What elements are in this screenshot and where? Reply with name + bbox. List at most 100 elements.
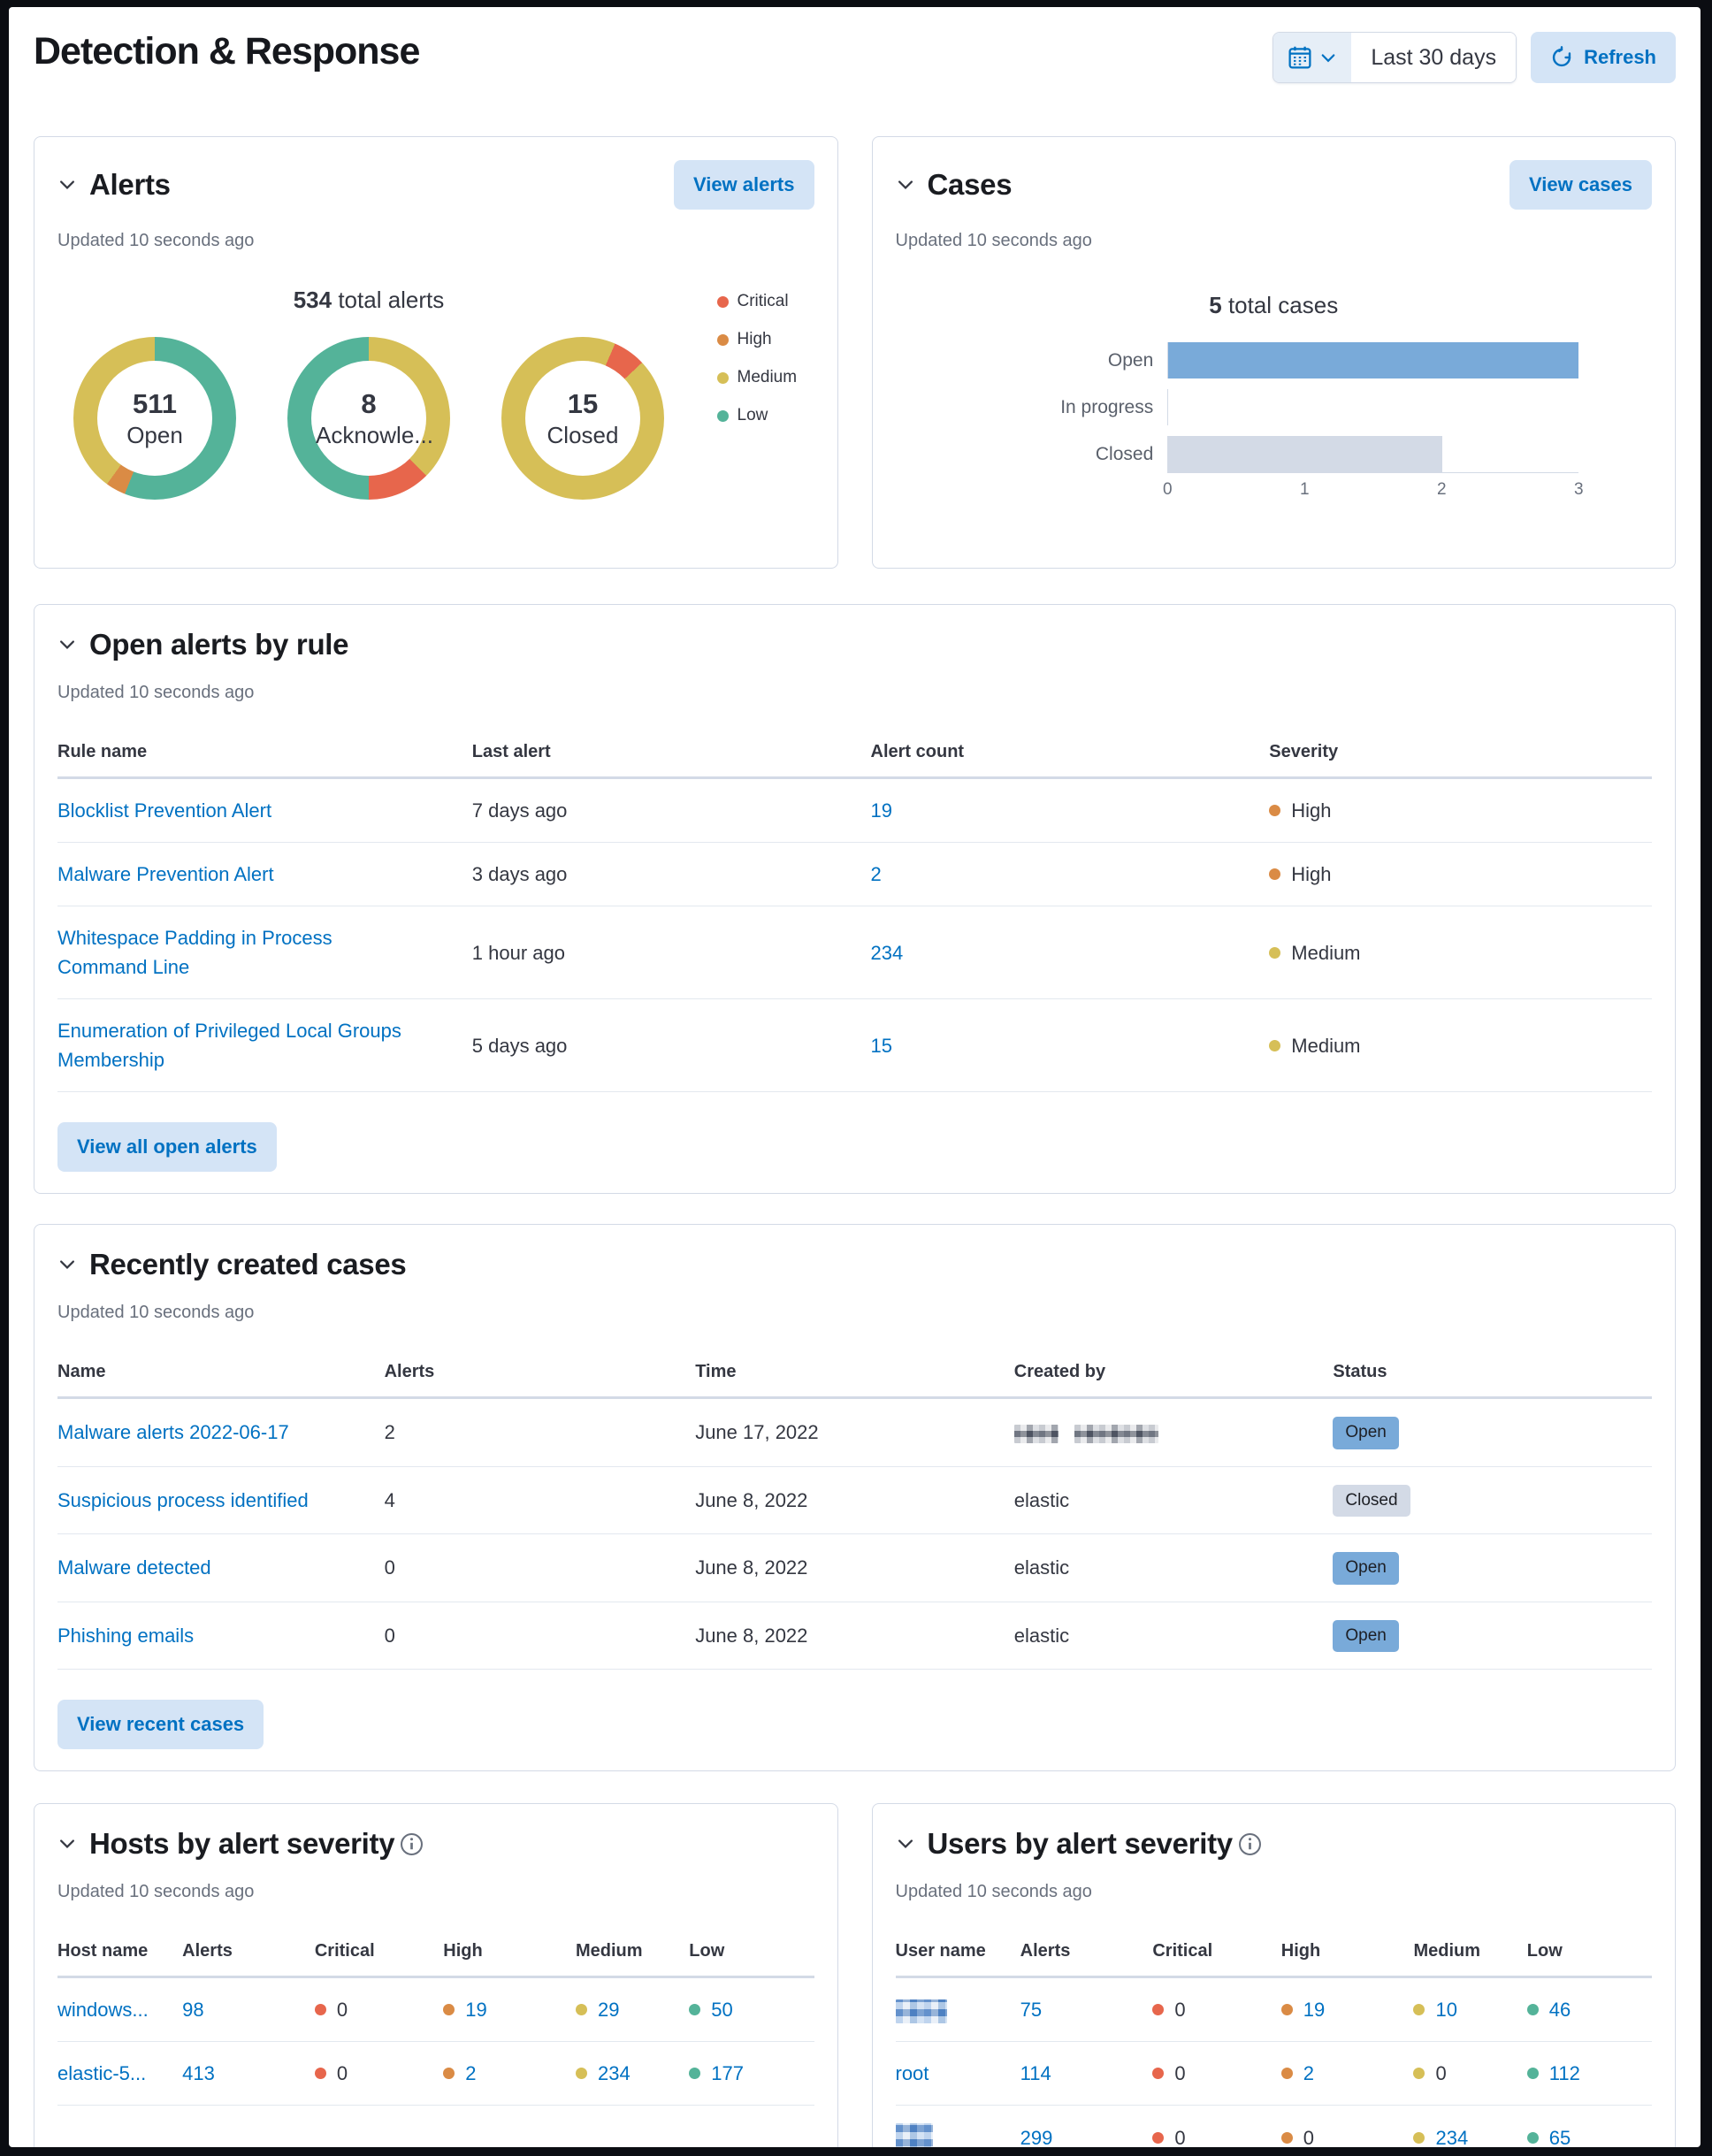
status-badge: Open xyxy=(1333,1417,1399,1449)
case-name-link[interactable]: Malware detected xyxy=(57,1556,211,1579)
header-controls: Last 30 days Refresh xyxy=(1273,32,1676,83)
high-count[interactable]: 0 xyxy=(1303,2127,1315,2147)
severity-dot-icon xyxy=(1269,1039,1281,1051)
refresh-icon xyxy=(1552,46,1571,67)
column-header-rule-name: Rule name xyxy=(57,742,148,761)
legend-item-low[interactable]: Low xyxy=(716,406,814,425)
severity-label: High xyxy=(1291,799,1332,822)
rule-name-link[interactable]: Enumeration of Privileged Local Groups M… xyxy=(57,1020,401,1071)
hosts-panel: Hosts by alert severity Updated 10 secon… xyxy=(34,1803,838,2147)
users-collapse-toggle[interactable]: Users by alert severity xyxy=(896,1827,1233,1861)
alert-count-link[interactable]: 19 xyxy=(870,799,892,822)
host-alerts-link[interactable]: 98 xyxy=(182,1999,204,2021)
table-row: elastic-5... 413 0 2 234 177 xyxy=(57,2042,814,2106)
case-created-by-cell: elastic xyxy=(1013,1488,1070,1511)
bar-closed[interactable] xyxy=(1168,436,1442,472)
info-icon[interactable] xyxy=(1238,1832,1262,1856)
view-all-open-alerts-button[interactable]: View all open alerts xyxy=(57,1122,277,1172)
users-title: Users by alert severity xyxy=(927,1827,1234,1860)
column-header-low: Low xyxy=(1526,1941,1563,1961)
cases-collapse-toggle[interactable]: Cases xyxy=(896,168,1013,202)
alerts-collapse-toggle[interactable]: Alerts xyxy=(57,168,171,202)
donut-closed[interactable]: 15 Closed xyxy=(501,337,664,500)
alert-count-link[interactable]: 15 xyxy=(870,1034,892,1057)
alerts-total: 534 total alerts xyxy=(73,287,664,314)
recent-cases-title: Recently created cases xyxy=(89,1248,407,1281)
user-alerts-link[interactable]: 75 xyxy=(1020,1999,1043,2021)
status-badge: Open xyxy=(1333,1619,1399,1652)
column-header-created-by: Created by xyxy=(1013,1362,1106,1381)
view-cases-button[interactable]: View cases xyxy=(1509,160,1652,210)
donut-closed-label: Closed xyxy=(546,421,619,448)
open-alerts-title: Open alerts by rule xyxy=(89,628,349,661)
redacted-user-name[interactable] xyxy=(895,1999,947,2023)
high-count[interactable]: 2 xyxy=(465,2062,477,2084)
high-dot-icon xyxy=(1280,2004,1293,2015)
user-alerts-link[interactable]: 299 xyxy=(1020,2127,1053,2147)
cases-total-value: 5 xyxy=(1209,292,1222,318)
high-count[interactable]: 19 xyxy=(465,1999,487,2021)
table-row: root 114 0 2 0 112 xyxy=(895,2042,1652,2106)
legend-item-critical[interactable]: Critical xyxy=(716,292,814,311)
column-header-high: High xyxy=(1280,1941,1321,1961)
redacted-user-name[interactable] xyxy=(895,2123,933,2147)
rule-name-link[interactable]: Malware Prevention Alert xyxy=(57,863,274,885)
severity-legend: Critical High Medium Low xyxy=(716,292,814,444)
low-count[interactable]: 50 xyxy=(711,1999,733,2021)
medium-count[interactable]: 29 xyxy=(597,1999,620,2021)
low-count[interactable]: 177 xyxy=(711,2062,745,2084)
low-count[interactable]: 65 xyxy=(1548,2127,1571,2147)
table-row: 299 0 0 234 65 xyxy=(895,2106,1653,2147)
host-name-link[interactable]: elastic-5... xyxy=(57,2062,147,2084)
critical-count[interactable]: 0 xyxy=(1174,2127,1186,2147)
critical-count[interactable]: 0 xyxy=(1174,1999,1186,2021)
user-name-link[interactable]: root xyxy=(895,2062,929,2084)
date-range-value[interactable]: Last 30 days xyxy=(1351,33,1517,82)
host-name-link[interactable]: windows... xyxy=(57,1999,149,2021)
high-count[interactable]: 19 xyxy=(1303,1999,1326,2021)
case-name-link[interactable]: Suspicious process identified xyxy=(57,1488,309,1511)
alert-count-link[interactable]: 2 xyxy=(870,863,882,885)
critical-count[interactable]: 0 xyxy=(1174,2062,1186,2084)
view-alerts-button[interactable]: View alerts xyxy=(673,160,814,210)
high-dot-icon xyxy=(443,2004,455,2015)
low-count[interactable]: 46 xyxy=(1548,1999,1571,2021)
user-alerts-link[interactable]: 114 xyxy=(1020,2062,1051,2084)
bar-open[interactable] xyxy=(1168,342,1579,378)
medium-count[interactable]: 10 xyxy=(1435,1999,1457,2021)
hosts-collapse-toggle[interactable]: Hosts by alert severity xyxy=(57,1827,395,1861)
rule-name-link[interactable]: Blocklist Prevention Alert xyxy=(57,799,272,822)
critical-count[interactable]: 0 xyxy=(336,1999,348,2021)
detection-response-page: Detection & Response xyxy=(9,7,1701,2147)
low-count[interactable]: 112 xyxy=(1548,2062,1580,2084)
legend-item-high[interactable]: High xyxy=(716,330,814,349)
refresh-button[interactable]: Refresh xyxy=(1531,32,1676,83)
view-recent-cases-button[interactable]: View recent cases xyxy=(57,1700,264,1749)
medium-count[interactable]: 0 xyxy=(1435,2062,1447,2084)
donut-open[interactable]: 511 Open xyxy=(73,337,236,500)
recent-cases-collapse-toggle[interactable]: Recently created cases xyxy=(57,1248,407,1281)
date-picker-menu-button[interactable] xyxy=(1273,33,1352,82)
case-time-cell: June 17, 2022 xyxy=(695,1421,819,1444)
medium-count[interactable]: 234 xyxy=(1435,2127,1469,2147)
critical-count[interactable]: 0 xyxy=(336,2062,348,2084)
column-header-critical: Critical xyxy=(314,1941,375,1961)
alerts-updated-text: Updated 10 seconds ago xyxy=(57,231,255,250)
case-name-link[interactable]: Phishing emails xyxy=(57,1624,195,1647)
legend-item-medium[interactable]: Medium xyxy=(716,368,814,387)
column-header-severity: Severity xyxy=(1269,742,1339,761)
hosts-table: Host name Alerts Critical High Medium Lo… xyxy=(57,1941,814,2106)
rule-name-link[interactable]: Whitespace Padding in Process Command Li… xyxy=(57,927,332,978)
medium-count[interactable]: 234 xyxy=(597,2062,631,2084)
donut-acknowledged[interactable]: 8 Acknowle... xyxy=(287,337,450,500)
date-range-picker[interactable]: Last 30 days xyxy=(1273,32,1517,83)
case-name-link[interactable]: Malware alerts 2022-06-17 xyxy=(57,1421,289,1444)
open-alerts-collapse-toggle[interactable]: Open alerts by rule xyxy=(57,628,349,661)
info-icon[interactable] xyxy=(400,1832,424,1856)
last-alert-cell: 7 days ago xyxy=(471,799,568,822)
host-alerts-link[interactable]: 413 xyxy=(182,2062,215,2084)
open-alerts-updated-text: Updated 10 seconds ago xyxy=(57,683,255,702)
high-count[interactable]: 2 xyxy=(1303,2062,1315,2084)
page-header: Detection & Response xyxy=(9,7,1701,83)
alert-count-link[interactable]: 234 xyxy=(870,941,904,964)
